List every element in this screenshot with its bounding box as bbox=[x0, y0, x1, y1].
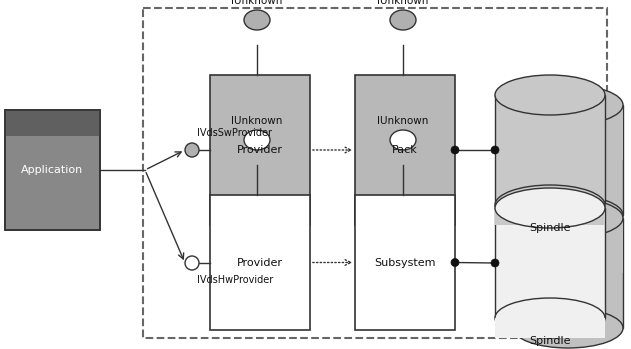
Bar bbox=[495, 318, 605, 338]
Circle shape bbox=[491, 259, 499, 267]
Bar bbox=[495, 208, 605, 318]
Bar bbox=[143, 8, 607, 338]
Circle shape bbox=[451, 259, 459, 267]
Bar bbox=[513, 105, 623, 160]
Bar bbox=[210, 195, 310, 330]
Bar bbox=[513, 105, 623, 215]
Text: IUnknown: IUnknown bbox=[377, 0, 428, 6]
Text: Subsystem: Subsystem bbox=[374, 258, 436, 267]
Text: Spindle: Spindle bbox=[529, 336, 571, 346]
Ellipse shape bbox=[244, 10, 270, 30]
Ellipse shape bbox=[390, 130, 416, 150]
Text: IUnknown: IUnknown bbox=[377, 116, 428, 126]
Ellipse shape bbox=[513, 195, 623, 235]
Ellipse shape bbox=[390, 10, 416, 30]
Circle shape bbox=[451, 146, 459, 154]
Text: IVdsHwProvider: IVdsHwProvider bbox=[197, 275, 273, 285]
Bar bbox=[513, 218, 623, 328]
Bar bbox=[495, 205, 605, 225]
Text: Provider: Provider bbox=[237, 258, 283, 267]
Bar bbox=[210, 75, 310, 225]
Text: Pack: Pack bbox=[392, 145, 418, 155]
Ellipse shape bbox=[513, 198, 623, 238]
Ellipse shape bbox=[495, 185, 605, 225]
Bar bbox=[355, 75, 455, 225]
Ellipse shape bbox=[513, 85, 623, 125]
Ellipse shape bbox=[244, 130, 270, 150]
Text: IUnknown: IUnknown bbox=[232, 116, 283, 126]
Ellipse shape bbox=[495, 188, 605, 228]
Bar bbox=[495, 95, 605, 205]
Circle shape bbox=[491, 146, 499, 154]
Circle shape bbox=[185, 143, 199, 157]
Bar bbox=[513, 218, 623, 273]
Text: IVdsSwProvider: IVdsSwProvider bbox=[197, 128, 272, 138]
Circle shape bbox=[185, 256, 199, 270]
Bar bbox=[5, 110, 100, 136]
Bar bbox=[5, 110, 100, 230]
Text: Spindle: Spindle bbox=[529, 223, 571, 233]
Bar bbox=[5, 110, 100, 230]
Text: Application: Application bbox=[21, 165, 84, 175]
Ellipse shape bbox=[513, 308, 623, 348]
Ellipse shape bbox=[495, 75, 605, 115]
Text: IUnknown: IUnknown bbox=[232, 0, 283, 6]
Ellipse shape bbox=[495, 298, 605, 338]
Bar bbox=[355, 195, 455, 330]
Text: Provider: Provider bbox=[237, 145, 283, 155]
